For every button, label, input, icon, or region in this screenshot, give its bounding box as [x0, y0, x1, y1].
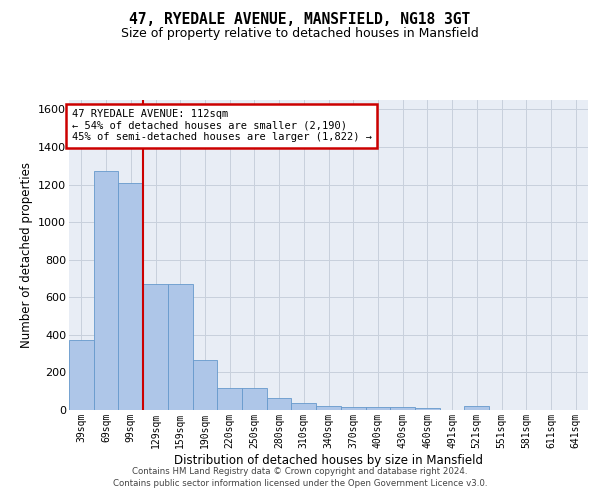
Bar — [341, 407, 365, 410]
Bar — [292, 404, 316, 410]
Bar — [316, 406, 341, 410]
Bar — [267, 398, 292, 410]
X-axis label: Distribution of detached houses by size in Mansfield: Distribution of detached houses by size … — [174, 454, 483, 466]
Bar — [365, 407, 390, 410]
Bar — [94, 172, 118, 410]
Text: Size of property relative to detached houses in Mansfield: Size of property relative to detached ho… — [121, 28, 479, 40]
Bar — [242, 388, 267, 410]
Text: 47 RYEDALE AVENUE: 112sqm
← 54% of detached houses are smaller (2,190)
45% of se: 47 RYEDALE AVENUE: 112sqm ← 54% of detac… — [71, 110, 371, 142]
Bar — [415, 408, 440, 410]
Bar — [464, 406, 489, 410]
Text: 47, RYEDALE AVENUE, MANSFIELD, NG18 3GT: 47, RYEDALE AVENUE, MANSFIELD, NG18 3GT — [130, 12, 470, 28]
Bar — [118, 182, 143, 410]
Text: Contains public sector information licensed under the Open Government Licence v3: Contains public sector information licen… — [113, 478, 487, 488]
Bar — [390, 407, 415, 410]
Bar — [193, 360, 217, 410]
Text: Contains HM Land Registry data © Crown copyright and database right 2024.: Contains HM Land Registry data © Crown c… — [132, 467, 468, 476]
Bar — [143, 284, 168, 410]
Y-axis label: Number of detached properties: Number of detached properties — [20, 162, 32, 348]
Bar — [217, 388, 242, 410]
Bar — [69, 340, 94, 410]
Bar — [168, 284, 193, 410]
